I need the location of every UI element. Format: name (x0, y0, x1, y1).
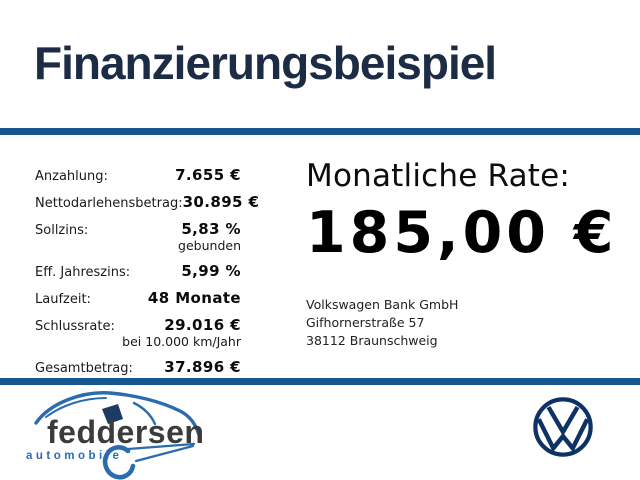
bank-address-line2: Gifhornerstraße 57 (306, 314, 425, 330)
finance-row-sollzins: Sollzins: 5,83 % gebunden (35, 220, 241, 253)
finance-label: Schlussrate: (35, 319, 115, 334)
dealer-name: feddersen (47, 414, 205, 450)
bank-address: Volkswagen Bank GmbH Gifhornerstraße 57 … (306, 296, 632, 349)
divider-top (0, 128, 640, 135)
finance-label: Laufzeit: (35, 292, 91, 307)
vw-logo-icon (533, 397, 593, 457)
car-sketch-icon (34, 391, 201, 480)
finance-value: 5,99 % (181, 262, 241, 280)
finance-row-nettodarlehensbetrag: Nettodarlehensbetrag: 30.895 € (35, 193, 259, 211)
dealer-subtitle: automobile (26, 450, 123, 462)
finance-row-schlussrate: Schlussrate: 29.016 € bei 10.000 km/Jahr (35, 316, 241, 349)
page-title: Finanzierungsbeispiel (34, 37, 497, 89)
finance-row-gesamtbetrag: Gesamtbetrag: 37.896 € (35, 358, 241, 376)
divider-bottom (0, 378, 640, 385)
finance-row-anzahlung: Anzahlung: 7.655 € (35, 166, 241, 184)
bank-address-line3: 38112 Braunschweig (306, 332, 438, 348)
finance-row-laufzeit: Laufzeit: 48 Monate (35, 289, 241, 307)
finance-label: Gesamtbetrag: (35, 361, 133, 376)
finance-table: Anzahlung: 7.655 € Nettodarlehensbetrag:… (35, 166, 259, 385)
finance-label: Anzahlung: (35, 169, 108, 184)
finance-value: 37.896 € (164, 358, 241, 376)
finance-note: gebunden (178, 238, 241, 253)
finance-value: 29.016 € (164, 316, 241, 334)
finance-label: Nettodarlehensbetrag: (35, 196, 183, 211)
finance-row-eff-jahreszins: Eff. Jahreszins: 5,99 % (35, 262, 241, 280)
monthly-rate-block: Monatliche Rate: 185,00 € Volkswagen Ban… (306, 158, 632, 349)
bank-address-line1: Volkswagen Bank GmbH (306, 297, 459, 312)
finance-label: Sollzins: (35, 223, 89, 238)
feddersen-logo: feddersen automobile (22, 387, 237, 480)
finance-value: 5,83 % (181, 220, 241, 238)
finance-value: 7.655 € (175, 166, 241, 184)
finance-label: Eff. Jahreszins: (35, 265, 131, 280)
monthly-rate-label: Monatliche Rate: (306, 158, 571, 194)
finance-value: 30.895 € (182, 193, 260, 211)
monthly-rate-value: 185,00 € (306, 200, 618, 266)
footer: feddersen automobile (0, 385, 640, 480)
finance-value: 48 Monate (147, 289, 241, 307)
finance-note: bei 10.000 km/Jahr (122, 334, 241, 349)
